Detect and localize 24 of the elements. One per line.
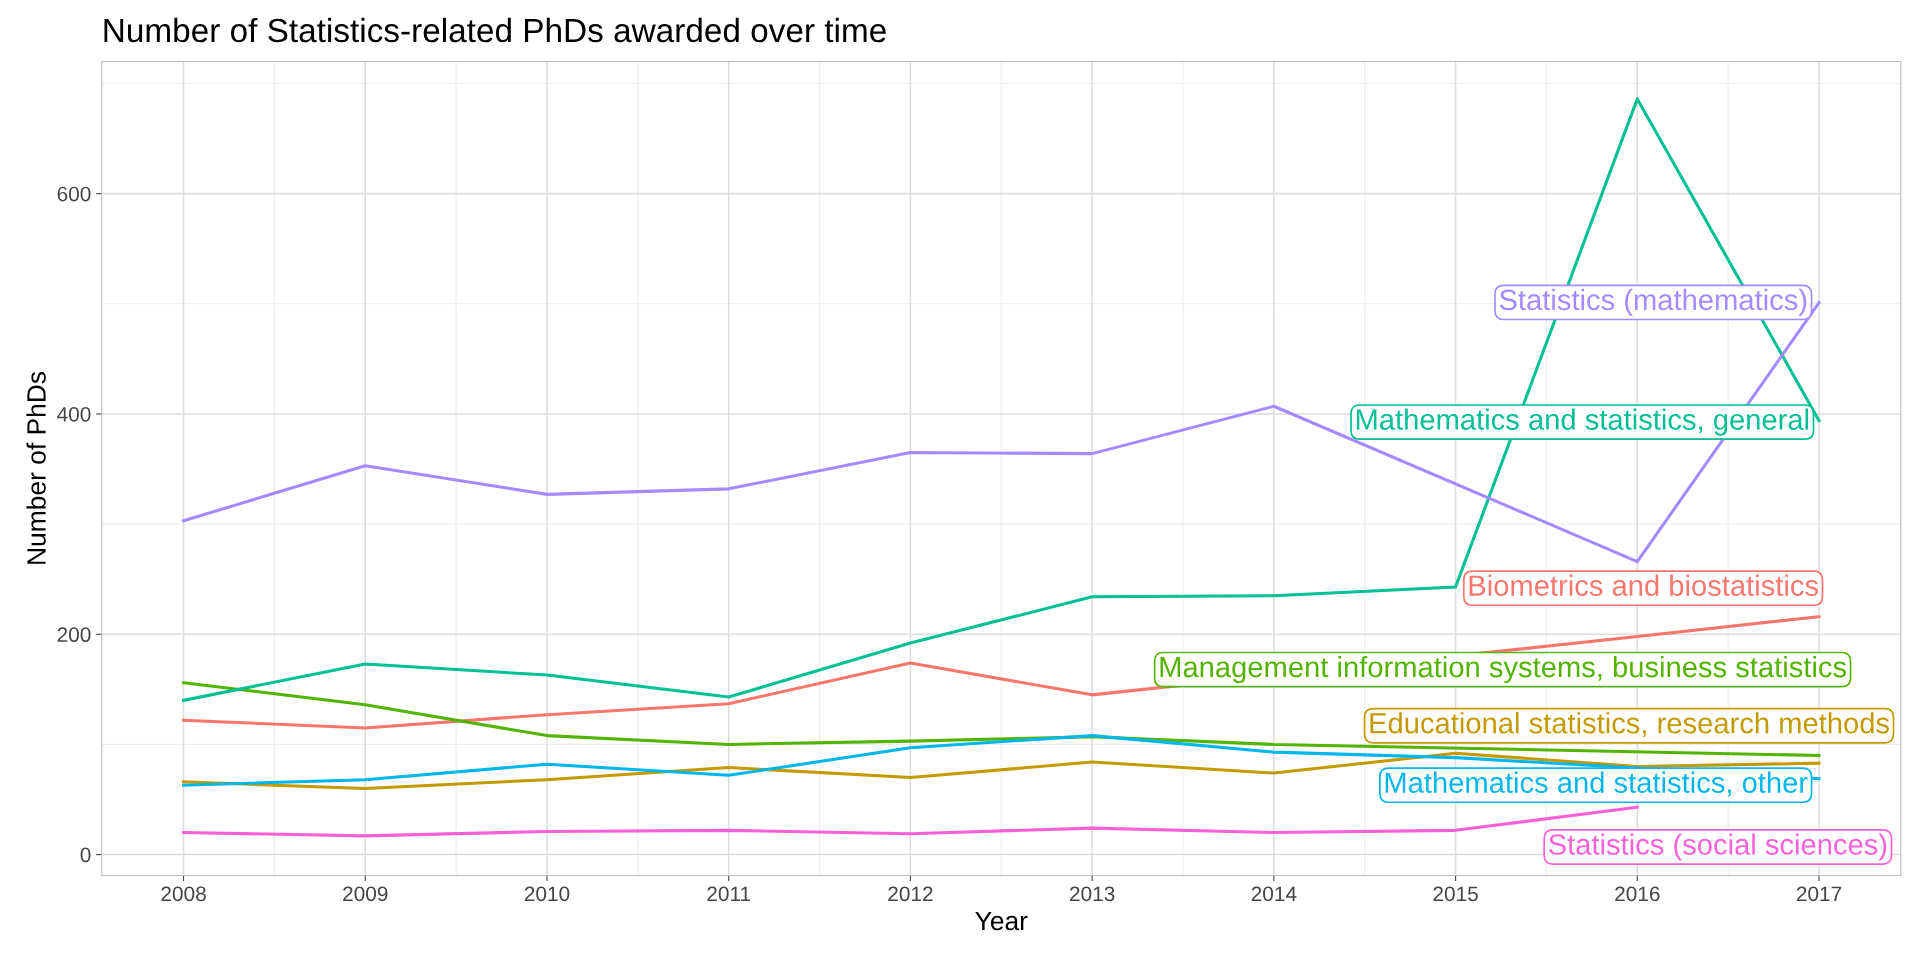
x-tick-label: 2015 xyxy=(1433,886,1478,902)
x-tick-label: 2008 xyxy=(161,886,206,902)
x-tick-label: 2009 xyxy=(343,886,388,902)
y-tick-label: 600 xyxy=(57,186,91,202)
y-tick-label: 200 xyxy=(57,627,91,643)
x-tick-label: 2012 xyxy=(888,886,933,902)
x-tick-label: 2013 xyxy=(1070,886,1115,902)
series-label: Management information systems, business statistics xyxy=(1160,655,1847,684)
y-axis-title: Number of PhDs xyxy=(26,371,46,564)
x-tick-label: 2017 xyxy=(1796,886,1842,902)
series-label: Statistics (social sciences) xyxy=(1548,833,1887,861)
y-tick-label: 0 xyxy=(80,847,91,863)
chart-title: Number of Statistics-related PhDs awarded over time xyxy=(104,17,886,43)
series-label: Mathematics and statistics, other xyxy=(1385,771,1808,797)
series-label: Biometrics and biostatistics xyxy=(1469,574,1818,596)
x-tick-label: 2011 xyxy=(707,886,751,902)
x-tick-label: 2016 xyxy=(1615,886,1660,902)
x-tick-label: 2010 xyxy=(524,886,570,902)
series-label: Educational statistics, research methods xyxy=(1370,712,1889,737)
y-tick-label: 400 xyxy=(57,406,91,422)
x-axis-title: Year xyxy=(975,911,1028,931)
series-label: Statistics (mathematics) xyxy=(1499,288,1807,316)
series-label: Mathematics and statistics, general xyxy=(1356,408,1809,436)
x-tick-label: 2014 xyxy=(1251,886,1297,902)
